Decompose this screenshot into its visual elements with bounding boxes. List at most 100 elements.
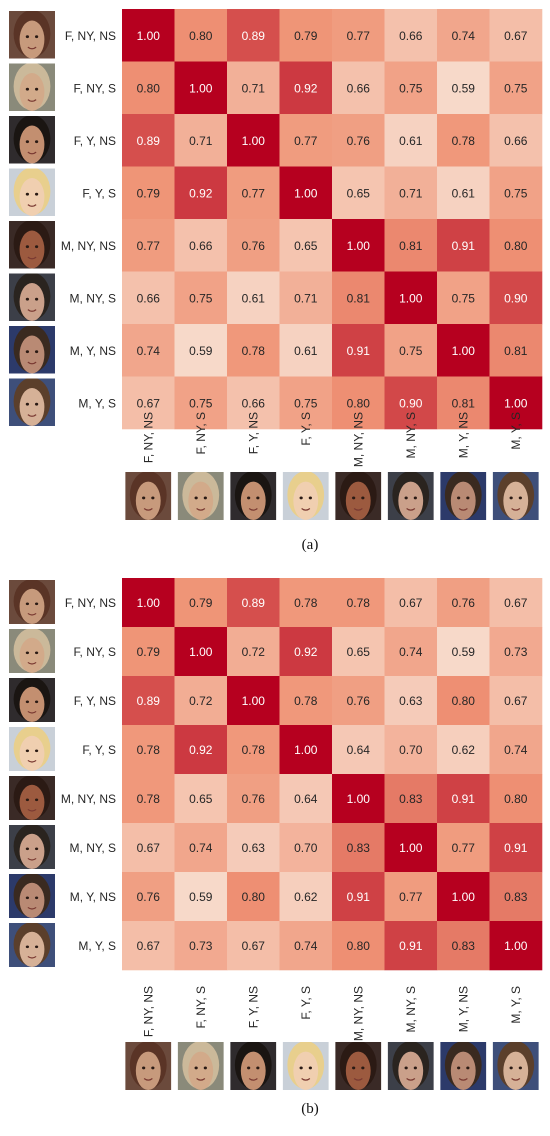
heatmap-cell [489, 872, 543, 922]
cell-value-label: 0.63 [399, 694, 423, 708]
heatmap-cell [174, 774, 228, 824]
face-female-young-dark-hair-icon [9, 116, 55, 164]
heatmap-cell [279, 725, 333, 775]
cell-value-label: 0.89 [137, 134, 161, 148]
cell-value-label: 0.59 [452, 645, 476, 659]
cell-value-label: 0.66 [399, 29, 423, 43]
cell-value-label: 1.00 [189, 81, 213, 95]
cell-value-label: 0.80 [504, 239, 528, 253]
heatmap-cell [279, 578, 333, 628]
cell-value-label: 0.79 [189, 596, 213, 610]
heatmap-panel-b: 1.00 0.79 0.89 0.78 0.78 0.67 0.76 0.67 0.79 1.00… [9, 578, 543, 1117]
cell-value-label: 0.90 [504, 291, 528, 305]
heatmap-cell [384, 578, 438, 628]
cell-value-label: 0.91 [504, 841, 528, 855]
cell-value-label: 0.79 [137, 186, 161, 200]
heatmap-cell [437, 578, 490, 628]
cell-value-label: 0.91 [399, 939, 423, 953]
heatmap-cell [279, 627, 333, 677]
heatmap-cell [122, 872, 175, 922]
heatmap-cell [279, 271, 333, 325]
cell-value-label: 0.67 [399, 596, 423, 610]
heatmap-cell [384, 872, 438, 922]
heatmap-cell [384, 9, 438, 62]
heatmap-cell [174, 872, 228, 922]
cell-value-label: 0.70 [399, 743, 423, 757]
heatmap-cell [384, 219, 438, 272]
heatmap-cell [227, 376, 280, 430]
heatmap-cell [279, 9, 333, 62]
cell-value-label: 0.80 [189, 29, 213, 43]
heatmap-cell [122, 219, 175, 272]
cell-value-label: 0.80 [504, 792, 528, 806]
cell-value-label: 0.71 [294, 291, 318, 305]
heatmap-cell [279, 219, 333, 272]
cell-value-label: 0.91 [452, 792, 476, 806]
column-label: F, Y, NS [246, 412, 260, 454]
face-male-young-boy-icon [492, 472, 539, 520]
cell-value-label: 0.71 [242, 81, 266, 95]
heatmap-cell [174, 921, 228, 971]
heatmap-cell [227, 872, 280, 922]
heatmap-cell [437, 166, 490, 220]
cell-value-label: 0.80 [347, 939, 371, 953]
heatmap-cell [437, 219, 490, 272]
heatmap-cell [384, 725, 438, 775]
heatmap-cell [227, 921, 280, 971]
heatmap-cell [174, 823, 228, 873]
cell-value-label: 0.62 [294, 890, 318, 904]
heatmap-cell [384, 271, 438, 325]
heatmap-cell [227, 578, 280, 628]
heatmap-cell [122, 676, 175, 726]
column-label: M, Y, S [509, 986, 523, 1024]
cell-value-label: 1.00 [452, 344, 476, 358]
cell-value-label: 0.89 [242, 29, 266, 43]
heatmap-cell [332, 774, 385, 824]
heatmap-cell [279, 376, 333, 430]
cell-value-label: 0.75 [189, 291, 213, 305]
cell-value-label: 0.61 [242, 291, 266, 305]
cell-value-label: 0.80 [242, 890, 266, 904]
heatmap-cell [489, 114, 543, 167]
heatmap-cell [122, 166, 175, 220]
cell-value-label: 0.59 [189, 890, 213, 904]
column-label: M, Y, NS [456, 986, 470, 1032]
heatmap-cell [384, 774, 438, 824]
heatmap-cell [174, 114, 228, 167]
heatmap-cell [227, 676, 280, 726]
column-label: M, Y, S [509, 412, 523, 450]
cell-value-label: 0.76 [137, 890, 161, 904]
heatmap-cell [122, 627, 175, 677]
cell-value-label: 0.79 [294, 29, 318, 43]
cell-value-label: 1.00 [452, 890, 476, 904]
cell-value-label: 0.81 [504, 344, 528, 358]
cell-value-label: 0.78 [242, 344, 266, 358]
heatmap-cell [227, 114, 280, 167]
face-female-older-brunette-icon [9, 580, 55, 624]
face-female-young-dark-hair-icon [230, 1042, 277, 1090]
column-label: M, NY, NS [351, 412, 365, 467]
face-male-older-heavy-icon [387, 1042, 434, 1090]
heatmap-cell [489, 774, 543, 824]
cell-value-label: 0.77 [137, 239, 161, 253]
heatmap-cell [332, 61, 385, 115]
heatmap-cell [332, 376, 385, 430]
face-male-older-heavy-icon [387, 472, 434, 520]
heatmap-cell [332, 166, 385, 220]
face-female-older-blonde-icon [9, 63, 55, 111]
cell-value-label: 0.65 [347, 186, 371, 200]
cell-value-label: 1.00 [242, 134, 266, 148]
heatmap-cell [384, 823, 438, 873]
row-label: M, Y, NS [70, 890, 116, 904]
heatmap-cell [384, 676, 438, 726]
cell-value-label: 0.89 [137, 694, 161, 708]
cell-value-label: 0.78 [242, 743, 266, 757]
heatmap-cell [227, 725, 280, 775]
heatmap-cell [122, 114, 175, 167]
heatmap-cell [384, 61, 438, 115]
heatmap-cell [437, 324, 490, 377]
heatmap-cell [384, 324, 438, 377]
cell-value-label: 0.73 [189, 939, 213, 953]
cell-value-label: 0.78 [137, 743, 161, 757]
face-female-young-blonde-icon [9, 727, 55, 771]
